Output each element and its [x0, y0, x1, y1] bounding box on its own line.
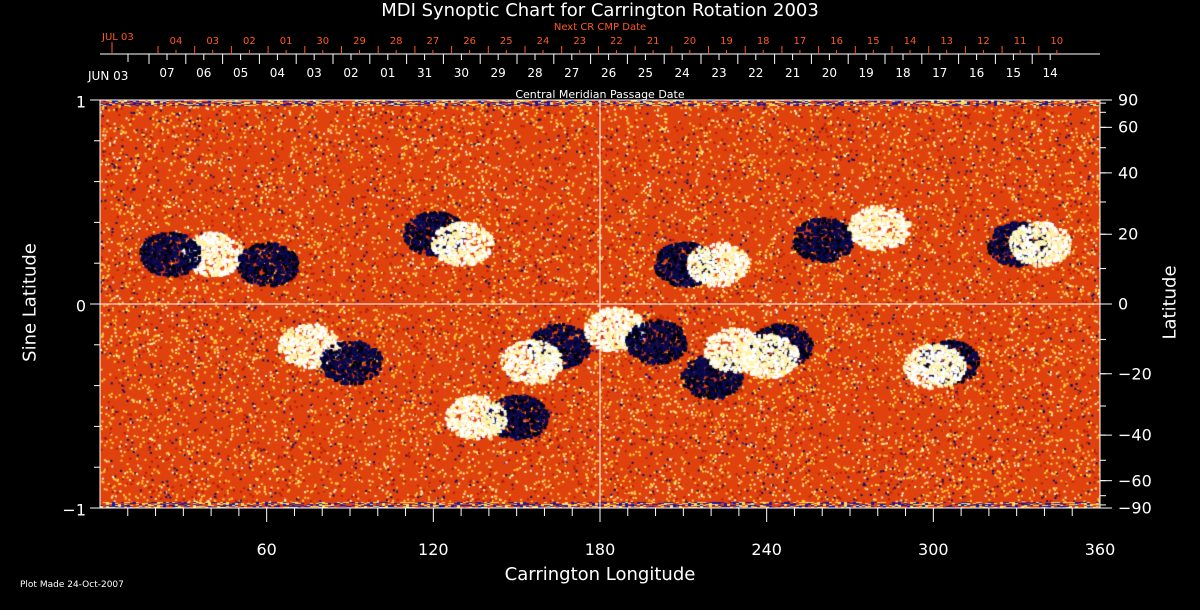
next-cmp-date-label: 16 [830, 36, 843, 47]
top-axis-start: JUN 03 [88, 69, 129, 83]
cmp-date-label: 31 [416, 66, 433, 80]
cmp-date-label: 28 [527, 66, 543, 80]
next-cmp-date-label: 17 [793, 36, 807, 47]
cmp-date-label: 01 [380, 66, 396, 80]
cmp-date-label: 30 [453, 66, 470, 80]
next-cmp-date-label: 21 [646, 36, 660, 47]
next-cmp-date-label: 27 [426, 36, 440, 47]
cmp-date-label: 04 [269, 66, 286, 80]
next-cmp-date-label: 22 [610, 36, 623, 47]
next-axis-label: Next CR CMP Date [553, 22, 647, 33]
cmp-date-label: 21 [784, 66, 801, 80]
top-axis-label: Central Meridian Passage Date [515, 88, 685, 101]
y-tick-label: 0 [75, 296, 86, 316]
next-cmp-date-label: 29 [353, 36, 366, 47]
cmp-date-label: 27 [564, 66, 580, 80]
cmp-date-label: 29 [490, 66, 506, 80]
next-cmp-date-label: 28 [389, 36, 403, 47]
next-cmp-date-label: 10 [1050, 36, 1064, 47]
cmp-date-label: 23 [711, 66, 727, 80]
y2-tick-label: 0 [1118, 294, 1129, 314]
y2-tick-label: −20 [1118, 364, 1152, 384]
cmp-date-label: 18 [895, 66, 911, 80]
next-cmp-date-label: 02 [243, 36, 256, 47]
y2-tick-label: 40 [1118, 163, 1139, 183]
cmp-date-label: 07 [159, 66, 175, 80]
next-cmp-date-label: 25 [499, 36, 513, 47]
cmp-date-label: 25 [637, 66, 654, 80]
next-cmp-date-label: 23 [573, 36, 587, 47]
cmp-date-label: 22 [748, 66, 764, 80]
next-cmp-date-label: 13 [940, 36, 954, 47]
cmp-date-label: 02 [343, 66, 359, 80]
y2-tick-label: −90 [1118, 498, 1152, 518]
cmp-date-label: 17 [932, 66, 948, 80]
x-tick-label: 240 [751, 540, 782, 559]
next-cmp-date-label: 03 [206, 36, 220, 47]
y2-tick-label: −40 [1118, 425, 1152, 445]
cmp-date-label: 24 [674, 66, 690, 80]
y2-tick-label: 60 [1118, 117, 1139, 137]
x-tick-label: 360 [1084, 540, 1116, 559]
next-cmp-date-label: 14 [903, 36, 917, 47]
cmp-date-label: 19 [858, 66, 874, 80]
next-cmp-date-label: 11 [1013, 36, 1027, 47]
cmp-date-label: 26 [600, 66, 617, 80]
x-tick-label: 180 [584, 540, 616, 559]
y2-tick-label: 90 [1118, 90, 1139, 110]
next-cmp-date-label: 18 [756, 36, 770, 47]
x-axis-label: Carrington Longitude [504, 564, 696, 585]
cmp-date-label: 05 [232, 66, 249, 80]
next-cmp-date-label: 30 [316, 36, 330, 47]
cmp-date-label: 06 [196, 66, 212, 80]
y2-axis-label: Latitude [1159, 265, 1181, 340]
cmp-date-label: 03 [306, 66, 322, 80]
next-cmp-date-label: 24 [536, 36, 550, 47]
y-tick-label: −1 [62, 500, 86, 520]
cmp-date-label: 20 [821, 66, 838, 80]
x-tick-label: 120 [418, 540, 449, 559]
y-axis-label: Sine Latitude [19, 243, 41, 362]
next-cmp-date-label: 04 [169, 36, 183, 47]
y-tick-label: 1 [75, 92, 86, 112]
next-cmp-date-label: 26 [463, 36, 476, 47]
x-tick-label: 300 [918, 540, 949, 559]
next-axis-start: JUL 03 [102, 32, 134, 43]
next-cmp-date-label: 15 [866, 36, 880, 47]
next-cmp-date-label: 12 [977, 36, 990, 47]
cmp-date-label: 16 [968, 66, 985, 80]
x-tick-label: 60 [256, 540, 277, 559]
y2-tick-label: −60 [1118, 471, 1152, 491]
y2-tick-label: 20 [1118, 224, 1139, 244]
plot-made-note: Plot Made 24-Oct-2007 [20, 580, 124, 590]
cmp-date-label: 14 [1042, 66, 1058, 80]
next-cmp-date-label: 19 [720, 36, 733, 47]
next-cmp-date-label: 20 [683, 36, 697, 47]
chart-title: MDI Synoptic Chart for Carrington Rotati… [381, 0, 819, 21]
cmp-date-label: 15 [1005, 66, 1022, 80]
next-cmp-date-label: 01 [279, 36, 293, 47]
